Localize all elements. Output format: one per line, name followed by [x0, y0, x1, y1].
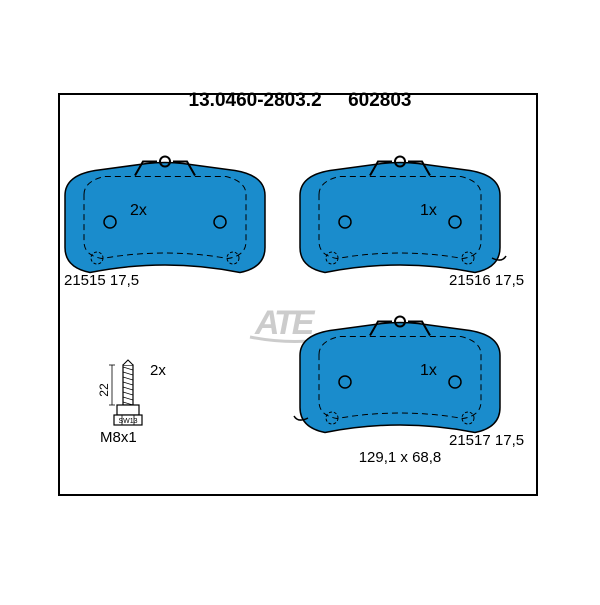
svg-text:22: 22	[97, 383, 111, 397]
title-row: 13.0460-2803.2 602803	[0, 90, 600, 112]
svg-text:1x: 1x	[420, 202, 437, 219]
svg-text:129,1 x 68,8: 129,1 x 68,8	[359, 449, 442, 466]
part-number: 13.0460-2803.2	[189, 90, 322, 111]
svg-text:21517 17,5: 21517 17,5	[449, 432, 524, 449]
svg-text:1x: 1x	[420, 362, 437, 379]
svg-text:M8x1: M8x1	[100, 429, 137, 446]
brake-pad	[300, 163, 506, 273]
alt-number: 602803	[348, 90, 411, 111]
brake-pad	[294, 323, 500, 433]
pad-code: 21515 17,5	[64, 272, 139, 289]
svg-text:2x: 2x	[130, 202, 147, 219]
svg-text:21516 17,5: 21516 17,5	[449, 272, 524, 289]
svg-text:SW13: SW13	[118, 418, 137, 425]
svg-text:2x: 2x	[150, 362, 166, 379]
svg-text:ATE: ATE	[254, 304, 316, 342]
brake-pad	[65, 163, 265, 273]
